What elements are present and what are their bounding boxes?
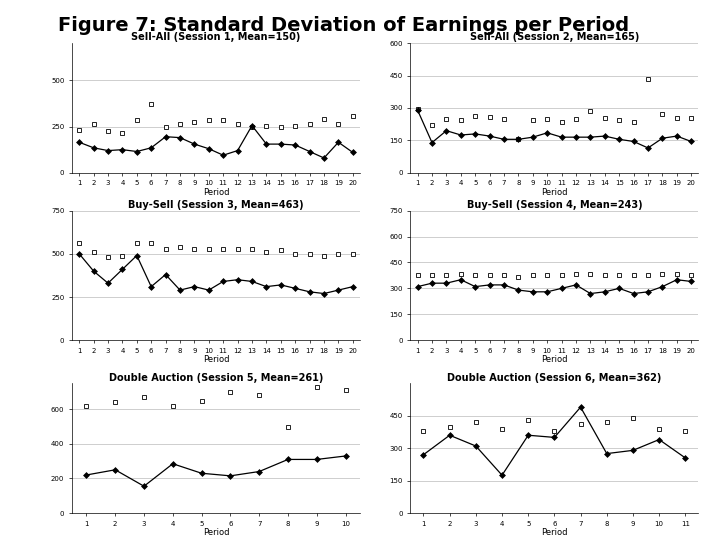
X-axis label: Period: Period xyxy=(541,355,567,364)
X-axis label: Period: Period xyxy=(541,528,567,537)
X-axis label: Period: Period xyxy=(203,528,229,537)
Text: Figure 7: Standard Deviation of Earnings per Period: Figure 7: Standard Deviation of Earnings… xyxy=(58,16,629,35)
X-axis label: Period: Period xyxy=(541,188,567,197)
Title: Sell-All (Session 2, Mean=165): Sell-All (Session 2, Mean=165) xyxy=(469,32,639,43)
X-axis label: Period: Period xyxy=(203,188,229,197)
Title: Buy-Sell (Session 3, Mean=463): Buy-Sell (Session 3, Mean=463) xyxy=(128,200,304,210)
X-axis label: Period: Period xyxy=(203,355,229,364)
Title: Double Auction (Session 5, Mean=261): Double Auction (Session 5, Mean=261) xyxy=(109,373,323,383)
Title: Sell-All (Session 1, Mean=150): Sell-All (Session 1, Mean=150) xyxy=(131,32,301,43)
Title: Buy-Sell (Session 4, Mean=243): Buy-Sell (Session 4, Mean=243) xyxy=(467,200,642,210)
Title: Double Auction (Session 6, Mean=362): Double Auction (Session 6, Mean=362) xyxy=(447,373,662,383)
